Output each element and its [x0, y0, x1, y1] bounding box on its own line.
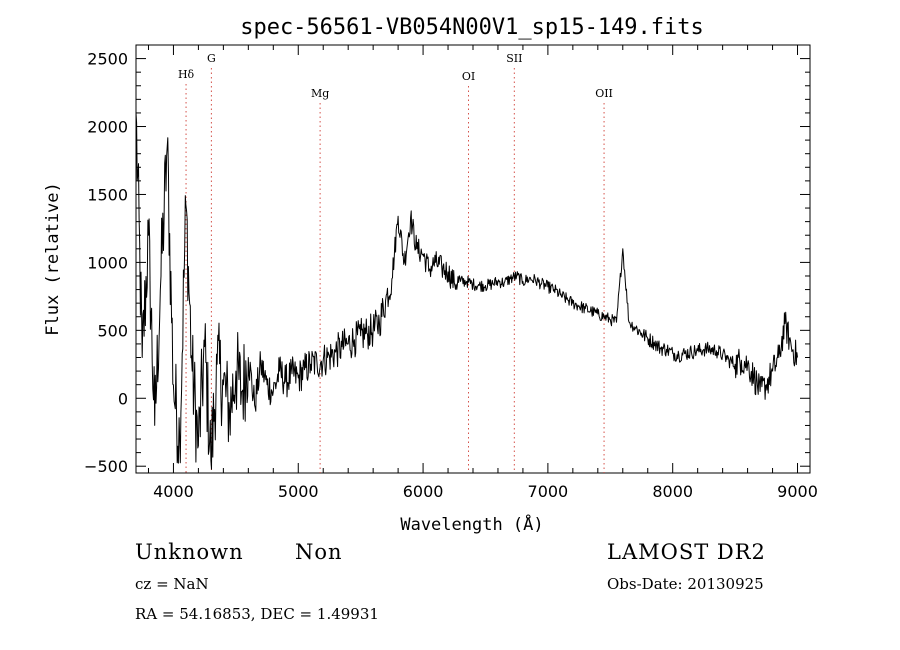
y-tick-label: 2000 — [87, 118, 128, 137]
plot-area: 4000 5000 6000 7000 8000 9000 −500 0 500 1000 1500… — [84, 44, 818, 501]
y-tick-label: 1500 — [87, 185, 128, 204]
spectrum-line — [135, 112, 798, 470]
x-tick-label: 5000 — [278, 482, 319, 501]
line-marker-label: Mg — [311, 87, 329, 100]
line-marker-label: OI — [462, 70, 475, 83]
x-tick-label: 6000 — [403, 482, 444, 501]
y-tick-label: 0 — [118, 389, 128, 408]
x-tick-label: 8000 — [652, 482, 693, 501]
class-label: Unknown — [135, 540, 244, 564]
redshift-label: cz = NaN — [135, 575, 209, 593]
x-tick-label: 9000 — [777, 482, 818, 501]
y-axis-label: Flux (relative) — [43, 182, 63, 336]
obs-date-label: Obs-Date: 20130925 — [607, 575, 764, 593]
line-marker-label: OII — [595, 87, 613, 100]
x-tick-label: 4000 — [153, 482, 194, 501]
y-tick-label: 500 — [97, 321, 128, 340]
line-marker-label: SII — [506, 52, 522, 65]
line-marker-label: Hδ — [178, 68, 195, 81]
line-marker-label: G — [207, 52, 216, 65]
y-tick-label: 1000 — [87, 253, 128, 272]
y-tick-label: −500 — [84, 457, 128, 476]
subclass-label: Non — [295, 540, 343, 564]
x-axis-label: Wavelength (Å) — [400, 513, 543, 535]
x-tick-label: 7000 — [528, 482, 569, 501]
plot-frame — [135, 44, 811, 474]
coordinates-label: RA = 54.16853, DEC = 1.49931 — [135, 605, 379, 623]
chart-title: spec-56561-VB054N00V1_sp15-149.fits — [240, 15, 704, 40]
survey-label: LAMOST DR2 — [607, 540, 766, 564]
y-tick-label: 2500 — [87, 50, 128, 69]
